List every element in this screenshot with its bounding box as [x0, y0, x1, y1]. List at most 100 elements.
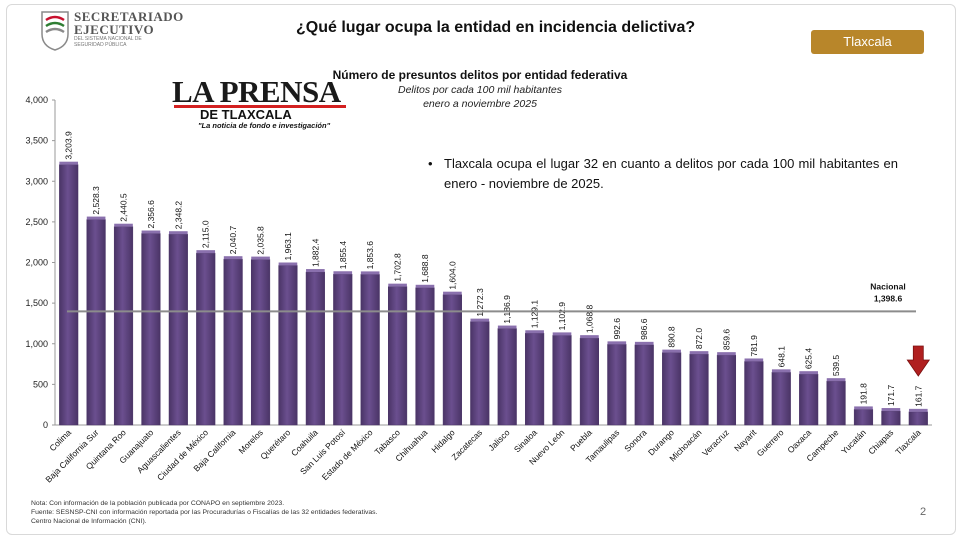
y-tick-label: 0 — [43, 420, 48, 430]
category-label: Puebla — [568, 427, 594, 453]
bar-zacatecas — [470, 322, 489, 425]
y-tick-label: 500 — [33, 379, 48, 389]
value-label: 3,203.9 — [64, 131, 74, 160]
category-label: Veracruz — [700, 427, 731, 458]
down-arrow-icon — [907, 346, 929, 376]
category-label: Chiapas — [866, 427, 895, 456]
bar-top — [635, 342, 654, 345]
y-tick-label: 1,500 — [25, 298, 48, 308]
bar-baja-california-sur — [87, 220, 106, 425]
bar-san-luis-potos- — [333, 274, 352, 425]
category-label: Nayarit — [732, 427, 759, 454]
category-label: Querétaro — [258, 427, 292, 461]
bar-top — [498, 326, 517, 329]
bar-top — [553, 332, 572, 335]
y-tick-label: 2,000 — [25, 258, 48, 268]
y-tick-label: 2,500 — [25, 217, 48, 227]
bar-top — [196, 250, 215, 253]
bar-top — [662, 350, 681, 353]
bar-tabasco — [388, 287, 407, 425]
value-label: 1,688.8 — [420, 254, 430, 283]
bar-chihuahua — [416, 288, 435, 425]
bar-top — [827, 378, 846, 381]
bar-top — [717, 352, 736, 355]
value-label: 1,882.4 — [310, 238, 320, 267]
bar-top — [251, 257, 270, 260]
value-label: 1,853.6 — [365, 241, 375, 270]
value-label: 2,440.5 — [119, 193, 129, 222]
bar-ciudad-de-m-xico — [196, 253, 215, 425]
value-label: 1,855.4 — [338, 241, 348, 270]
category-label: Tlaxcala — [893, 427, 923, 457]
bar-top — [114, 224, 133, 227]
value-label: 1,604.0 — [447, 261, 457, 290]
bar-top — [59, 162, 78, 165]
bar-veracruz — [717, 355, 736, 425]
bar-nuevo-le-n — [553, 335, 572, 425]
value-label: 191.8 — [858, 383, 868, 405]
bar-puebla — [580, 338, 599, 425]
bar-top — [882, 408, 901, 411]
value-label: 2,040.7 — [228, 226, 238, 255]
bar-top — [580, 335, 599, 338]
bar-top — [608, 341, 627, 344]
page-number: 2 — [920, 506, 926, 518]
bar-top — [361, 271, 380, 274]
value-label: 161.7 — [913, 385, 923, 407]
category-label: Yucatán — [839, 427, 868, 456]
value-label: 2,528.3 — [91, 186, 101, 215]
bar-estado-de-m-xico — [361, 274, 380, 425]
footnote-center: Centro Nacional de Información (CNI). — [31, 518, 147, 525]
bar-top — [772, 369, 791, 372]
bar-top — [87, 217, 106, 220]
value-label: 986.6 — [639, 318, 649, 340]
national-value-label: 1,398.6 — [874, 293, 903, 303]
category-label: Guerrero — [755, 427, 786, 458]
bar-chiapas — [882, 411, 901, 425]
bar-guanajuato — [142, 234, 161, 425]
value-label: 1,068.8 — [584, 305, 594, 334]
bar-top — [169, 231, 188, 234]
bar-top — [525, 330, 544, 333]
value-label: 2,035.8 — [256, 226, 266, 255]
bar-colima — [59, 165, 78, 425]
value-label: 539.5 — [831, 355, 841, 377]
bar-top — [799, 371, 818, 374]
category-label: Estado de México — [320, 427, 375, 482]
category-label: Jalisco — [486, 427, 512, 453]
bar-guerrero — [772, 372, 791, 425]
category-label: Sonora — [622, 427, 649, 454]
value-label: 872.0 — [694, 328, 704, 350]
bar-morelos — [251, 260, 270, 425]
value-label: 1,102.9 — [557, 302, 567, 331]
bar-baja-california — [224, 259, 243, 425]
bar-yucat-n — [854, 409, 873, 425]
category-label: Colima — [47, 427, 73, 453]
bar-tlaxcala — [909, 412, 928, 425]
value-label: 890.8 — [667, 326, 677, 348]
bar-campeche — [827, 381, 846, 425]
footnote-source: Fuente: SESNSP-CNI con información repor… — [31, 509, 377, 516]
bar-tamaulipas — [608, 344, 627, 425]
bar-sonora — [635, 345, 654, 425]
value-label: 781.9 — [749, 335, 759, 357]
bar-top — [909, 409, 928, 412]
value-label: 2,115.0 — [201, 220, 211, 248]
bar-coahuila — [306, 272, 325, 425]
bar-nayarit — [745, 361, 764, 425]
bar-aguascalientes — [169, 234, 188, 425]
value-label: 171.7 — [886, 385, 896, 407]
value-label: 1,129.1 — [530, 300, 540, 329]
bar-top — [854, 406, 873, 409]
bar-top — [142, 231, 161, 234]
value-label: 2,348.2 — [173, 201, 183, 230]
value-label: 1,186.9 — [502, 295, 512, 324]
footnote-note: Nota: Con información de la población pu… — [31, 500, 284, 507]
bar-hidalgo — [443, 295, 462, 425]
bar-top — [690, 351, 709, 354]
value-label: 2,356.6 — [146, 200, 156, 229]
bar-top — [470, 319, 489, 322]
bar-michoac-n — [690, 354, 709, 425]
value-label: 625.4 — [804, 348, 814, 370]
bar-sinaloa — [525, 333, 544, 425]
